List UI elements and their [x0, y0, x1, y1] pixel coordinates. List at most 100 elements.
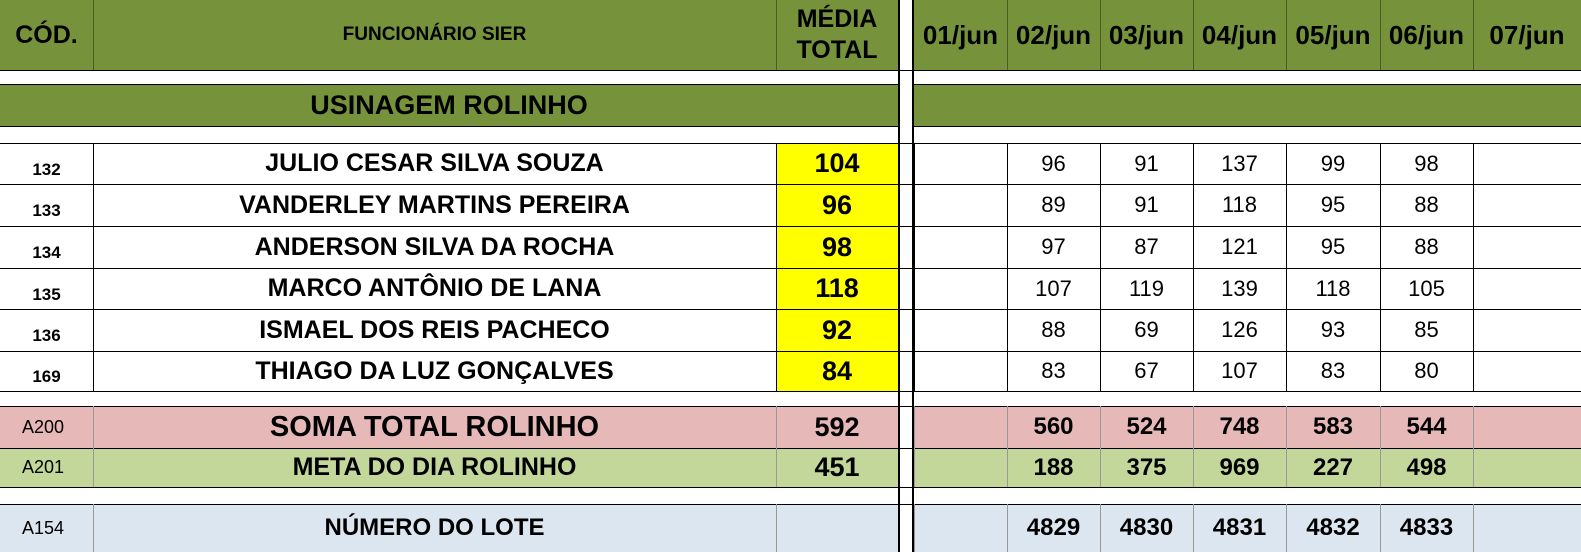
employee-media[interactable]: 118 — [776, 268, 898, 309]
employee-day-value[interactable]: 88 — [1041, 317, 1066, 342]
lote-day-value[interactable]: 4829 — [1007, 504, 1100, 552]
employee-day-value[interactable]: 118 — [1315, 275, 1351, 301]
lote-code[interactable]: A154 — [0, 504, 93, 552]
employee-media[interactable]: 92 — [776, 309, 898, 351]
employee-day-value[interactable]: 83 — [1320, 358, 1346, 383]
employee-day-value[interactable]: 88 — [1414, 192, 1439, 217]
employee-day-value[interactable]: 95 — [1320, 192, 1346, 217]
header-date-5[interactable]: 05/jun — [1286, 0, 1380, 70]
header-cod[interactable]: CÓD. — [0, 0, 93, 70]
employee-day-value[interactable]: 88 — [1414, 234, 1439, 259]
header-date-3[interactable]: 03/jun — [1100, 0, 1193, 70]
soma-day-value[interactable] — [1473, 406, 1581, 448]
separator-cell[interactable] — [898, 0, 914, 70]
header-funcionario[interactable]: FUNCIONÁRIO SIER — [93, 0, 776, 70]
soma-day-value[interactable]: 524 — [1100, 406, 1193, 448]
employee-media[interactable]: 104 — [776, 143, 898, 184]
employee-day-value[interactable] — [914, 184, 1007, 226]
header-date-6[interactable]: 06/jun — [1380, 0, 1473, 70]
meta-day-value[interactable] — [914, 448, 1007, 487]
lote-day-value[interactable]: 4833 — [1380, 504, 1473, 552]
employee-day-value[interactable]: 107 — [1035, 275, 1072, 301]
soma-day-value[interactable]: 583 — [1286, 406, 1380, 448]
header-date-7[interactable]: 07/jun — [1473, 0, 1581, 70]
employee-day-value[interactable] — [1473, 268, 1581, 309]
employee-day-value[interactable] — [1473, 351, 1581, 391]
employee-day-value[interactable] — [914, 309, 1007, 351]
soma-day-value[interactable]: 544 — [1380, 406, 1473, 448]
employee-day-value[interactable]: 139 — [1221, 275, 1258, 301]
lote-media-empty[interactable] — [776, 504, 898, 552]
soma-day-value[interactable]: 748 — [1193, 406, 1286, 448]
meta-label[interactable]: META DO DIA ROLINHO — [93, 448, 776, 487]
lote-day-value[interactable]: 4832 — [1286, 504, 1380, 552]
employee-name[interactable]: ISMAEL DOS REIS PACHECO — [259, 315, 610, 344]
employee-day-value[interactable] — [1473, 226, 1581, 268]
employee-day-value[interactable] — [1473, 143, 1581, 184]
lote-label[interactable]: NÚMERO DO LOTE — [93, 504, 776, 552]
employee-day-value[interactable]: 96 — [1041, 150, 1066, 176]
soma-day-value[interactable]: 560 — [1007, 406, 1100, 448]
employee-media[interactable]: 98 — [776, 226, 898, 268]
employee-name[interactable]: VANDERLEY MARTINS PEREIRA — [239, 190, 630, 219]
employee-name[interactable]: ANDERSON SILVA DA ROCHA — [254, 232, 615, 261]
employee-day-value[interactable]: 83 — [1041, 358, 1066, 383]
employee-day-value[interactable] — [914, 143, 1007, 184]
meta-day-value[interactable]: 969 — [1193, 448, 1286, 487]
employee-day-value[interactable]: 107 — [1221, 358, 1258, 383]
employee-day-value[interactable]: 126 — [1221, 317, 1258, 342]
meta-day-value[interactable]: 188 — [1007, 448, 1100, 487]
employee-day-value[interactable]: 91 — [1134, 192, 1159, 217]
meta-day-value[interactable]: 498 — [1380, 448, 1473, 487]
lote-day-value[interactable]: 4830 — [1100, 504, 1193, 552]
employee-day-value[interactable] — [1473, 309, 1581, 351]
employee-code[interactable]: 134 — [32, 243, 61, 262]
employee-media[interactable]: 84 — [776, 351, 898, 391]
employee-day-value[interactable] — [914, 351, 1007, 391]
employee-day-value[interactable]: 118 — [1221, 192, 1258, 217]
employee-name[interactable]: THIAGO DA LUZ GONÇALVES — [255, 356, 614, 385]
employee-day-value[interactable] — [914, 268, 1007, 309]
employee-code[interactable]: 132 — [32, 159, 61, 179]
employee-day-value[interactable]: 97 — [1041, 234, 1066, 259]
soma-media[interactable]: 592 — [776, 406, 898, 448]
employee-media[interactable]: 96 — [776, 184, 898, 226]
header-date-2[interactable]: 02/jun — [1007, 0, 1100, 70]
meta-code[interactable]: A201 — [0, 448, 93, 487]
employee-code[interactable]: 133 — [32, 201, 61, 220]
lote-day-value[interactable] — [1473, 504, 1581, 552]
soma-day-value[interactable] — [914, 406, 1007, 448]
header-date-1[interactable]: 01/jun — [914, 0, 1007, 70]
meta-day-value[interactable]: 375 — [1100, 448, 1193, 487]
employee-day-value[interactable]: 95 — [1320, 234, 1346, 259]
employee-day-value[interactable]: 87 — [1134, 234, 1159, 259]
employee-day-value[interactable]: 67 — [1134, 358, 1159, 383]
separator-cell[interactable] — [898, 448, 914, 487]
employee-code[interactable]: 136 — [32, 326, 61, 345]
lote-day-value[interactable]: 4831 — [1193, 504, 1286, 552]
section-dates-band[interactable] — [914, 84, 1581, 126]
employee-day-value[interactable] — [914, 226, 1007, 268]
employee-day-value[interactable]: 119 — [1128, 275, 1165, 301]
employee-day-value[interactable]: 98 — [1414, 150, 1439, 176]
meta-media[interactable]: 451 — [776, 448, 898, 487]
soma-label[interactable]: SOMA TOTAL ROLINHO — [93, 406, 776, 448]
separator-cell[interactable] — [898, 504, 914, 552]
meta-day-value[interactable] — [1473, 448, 1581, 487]
meta-day-value[interactable]: 227 — [1286, 448, 1380, 487]
employee-day-value[interactable]: 121 — [1221, 234, 1258, 259]
employee-day-value[interactable]: 137 — [1221, 150, 1258, 176]
employee-code[interactable]: 169 — [32, 367, 61, 386]
employee-day-value[interactable]: 69 — [1134, 317, 1159, 342]
employee-name[interactable]: JULIO CESAR SILVA SOUZA — [265, 149, 604, 177]
employee-day-value[interactable]: 93 — [1320, 317, 1346, 342]
separator-cell[interactable] — [898, 406, 914, 448]
employee-day-value[interactable]: 99 — [1320, 150, 1346, 176]
employee-day-value[interactable]: 85 — [1414, 317, 1439, 342]
soma-code[interactable]: A200 — [0, 406, 93, 448]
employee-day-value[interactable]: 89 — [1041, 192, 1066, 217]
header-media-total[interactable]: MÉDIA TOTAL — [776, 0, 898, 70]
employee-day-value[interactable]: 91 — [1134, 150, 1159, 176]
employee-code[interactable]: 135 — [32, 284, 61, 304]
header-date-4[interactable]: 04/jun — [1193, 0, 1286, 70]
